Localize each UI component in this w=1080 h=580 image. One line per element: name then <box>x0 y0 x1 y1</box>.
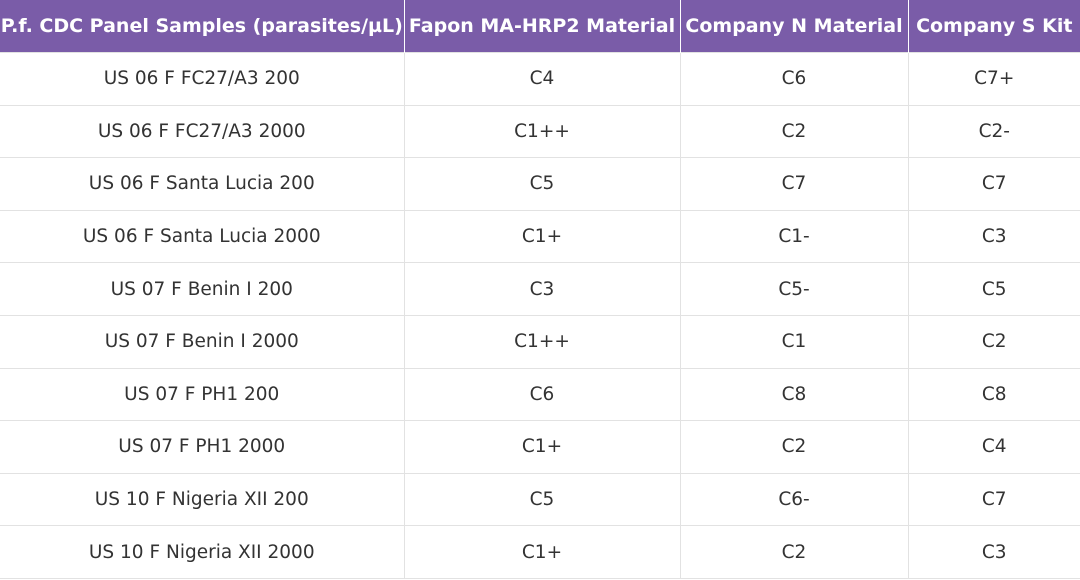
table-row: US 10 F Nigeria XII 200 C5 C6- C7 <box>0 472 1080 527</box>
table-body: US 06 F FC27/A3 200 C4 C6 C7+ US 06 F FC27/A… <box>0 52 1080 579</box>
header-cell: Company S Kit <box>908 0 1080 53</box>
table-row: US 07 F Benin I 200 C3 C5- C5 <box>0 262 1080 316</box>
result-cell: C3 <box>907 209 1080 264</box>
result-cell: C1+ <box>403 420 681 474</box>
sample-cell: US 10 F Nigeria XII 200 <box>0 472 405 527</box>
result-cell: C5 <box>907 262 1080 316</box>
table-row: US 06 F Santa Lucia 200 C5 C7 C7 <box>0 157 1080 211</box>
result-cell: C5 <box>403 157 681 211</box>
sample-cell: US 10 F Nigeria XII 2000 <box>0 525 405 579</box>
table-row: US 06 F FC27/A3 2000 C1++ C2 C2- <box>0 104 1080 159</box>
result-cell: C1+ <box>403 209 681 264</box>
sample-cell: US 06 F Santa Lucia 200 <box>0 157 405 211</box>
result-cell: C5 <box>403 472 681 527</box>
result-cell: C7 <box>907 472 1080 527</box>
result-cell: C7 <box>907 157 1080 211</box>
result-cell: C2 <box>679 104 909 159</box>
result-cell: C8 <box>907 367 1080 422</box>
table-row: US 07 F Benin I 2000 C1++ C1 C2 <box>0 314 1080 369</box>
sample-cell: US 06 F FC27/A3 200 <box>0 52 405 106</box>
result-cell: C5- <box>679 262 909 316</box>
result-cell: C2 <box>679 420 909 474</box>
result-cell: C4 <box>907 420 1080 474</box>
header-row: P.f. CDC Panel Samples (parasites/µL) Fap… <box>0 0 1080 53</box>
result-cell: C3 <box>907 525 1080 579</box>
sample-cell: US 07 F PH1 2000 <box>0 420 405 474</box>
table-row: US 06 F Santa Lucia 2000 C1+ C1- C3 <box>0 209 1080 264</box>
result-cell: C2 <box>907 314 1080 369</box>
result-cell: C6- <box>679 472 909 527</box>
sample-cell: US 07 F Benin I 2000 <box>0 314 405 369</box>
header-cell: Fapon MA-HRP2 Material <box>404 0 681 53</box>
result-cell: C1 <box>679 314 909 369</box>
sample-cell: US 07 F Benin I 200 <box>0 262 405 316</box>
result-cell: C3 <box>403 262 681 316</box>
result-cell: C1- <box>679 209 909 264</box>
result-cell: C1++ <box>403 104 681 159</box>
result-cell: C4 <box>403 52 681 106</box>
header-cell: P.f. CDC Panel Samples (parasites/µL) <box>0 0 405 53</box>
result-cell: C7 <box>679 157 909 211</box>
result-cell: C2 <box>679 525 909 579</box>
sample-cell: US 06 F FC27/A3 2000 <box>0 104 405 159</box>
table-row: US 07 F PH1 2000 C1+ C2 C4 <box>0 420 1080 474</box>
result-cell: C1++ <box>403 314 681 369</box>
sample-cell: US 06 F Santa Lucia 2000 <box>0 209 405 264</box>
sample-cell: US 07 F PH1 200 <box>0 367 405 422</box>
result-cell: C6 <box>679 52 909 106</box>
table-row: US 10 F Nigeria XII 2000 C1+ C2 C3 <box>0 525 1080 579</box>
table-row: US 06 F FC27/A3 200 C4 C6 C7+ <box>0 52 1080 106</box>
header-cell: Company N Material <box>680 0 909 53</box>
result-cell: C6 <box>403 367 681 422</box>
table-row: US 07 F PH1 200 C6 C8 C8 <box>0 367 1080 422</box>
result-cell: C7+ <box>907 52 1080 106</box>
result-cell: C8 <box>679 367 909 422</box>
result-cell: C1+ <box>403 525 681 579</box>
result-cell: C2- <box>907 104 1080 159</box>
